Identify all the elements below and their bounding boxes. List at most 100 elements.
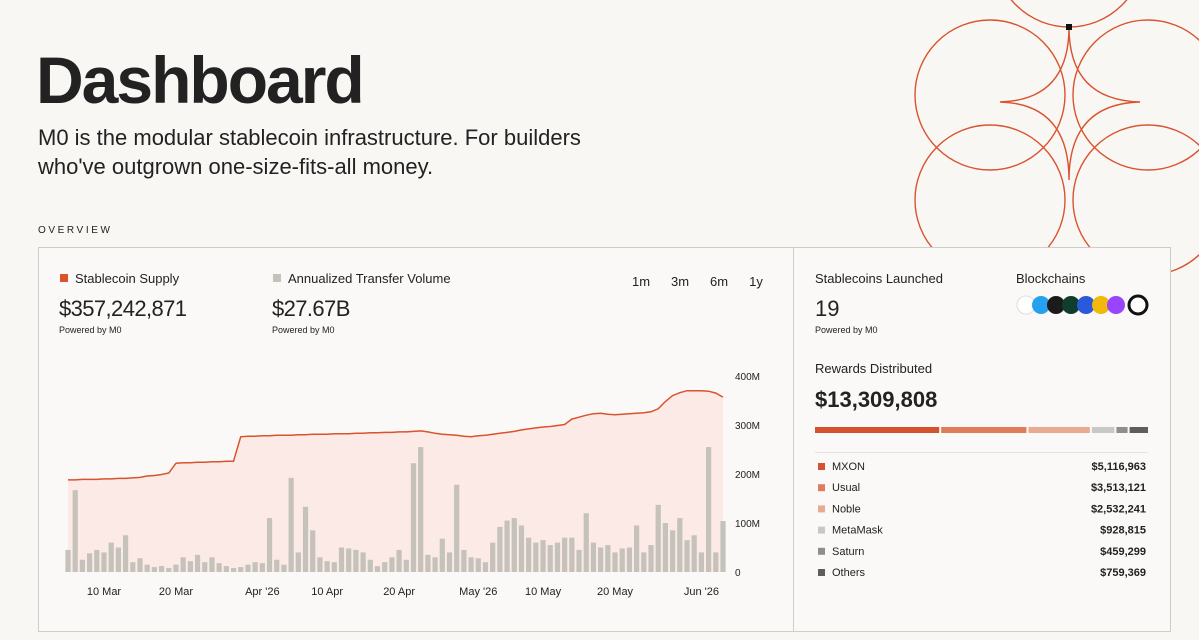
- section-label: OVERVIEW: [38, 225, 113, 236]
- volume-bar: [518, 525, 525, 572]
- legend-swatch: [273, 274, 281, 282]
- reward-swatch: [818, 463, 825, 470]
- volume-bar: [173, 564, 179, 572]
- range-button[interactable]: 3m: [671, 274, 689, 289]
- volume-bar: [194, 554, 201, 572]
- volume-bar: [468, 557, 474, 572]
- volume-bar: [670, 530, 676, 572]
- volume-bar: [166, 568, 172, 572]
- volume-bar: [403, 559, 409, 572]
- volume-bar: [410, 463, 417, 572]
- supply-line: [68, 389, 724, 481]
- volume-bar: [216, 563, 222, 572]
- volume-bar: [526, 537, 532, 572]
- volume-bar: [108, 542, 114, 572]
- chain-icon: [1127, 294, 1149, 316]
- reward-segment: [1091, 427, 1115, 433]
- volume-bar: [619, 548, 625, 572]
- chain-icon: [1107, 296, 1125, 314]
- volume-bar: [677, 518, 683, 572]
- volume-bar: [137, 558, 143, 572]
- volume-bar: [331, 562, 337, 572]
- reward-value: $2,532,241: [1091, 503, 1146, 515]
- x-tick-label: 10 Mar: [87, 586, 122, 598]
- reward-value: $928,815: [1100, 525, 1146, 537]
- volume-bar: [87, 553, 93, 572]
- reward-segment: [815, 427, 940, 433]
- reward-label: MXON: [832, 461, 865, 473]
- reward-label: MetaMask: [832, 525, 883, 537]
- volume-bar: [259, 563, 265, 572]
- area-fill: [68, 390, 723, 572]
- y-tick-label: 100M: [735, 519, 760, 530]
- range-button[interactable]: 1y: [749, 274, 763, 289]
- volume-bar: [418, 447, 424, 572]
- volume-bar: [94, 549, 100, 572]
- volume-bar: [389, 557, 395, 572]
- volume-bar: [425, 554, 431, 572]
- volume-bar: [511, 518, 517, 572]
- volume-bar: [180, 557, 186, 572]
- volume-bar: [720, 521, 726, 572]
- deco-handle: [1066, 24, 1072, 30]
- volume-bar: [475, 558, 481, 572]
- y-tick-label: 300M: [735, 421, 760, 432]
- range-button[interactable]: 6m: [710, 274, 728, 289]
- volume-bar: [698, 552, 704, 572]
- volume-bar: [324, 561, 330, 572]
- x-tick-label: 20 May: [597, 586, 634, 598]
- chain-icon: [1047, 296, 1065, 314]
- reward-value: $459,299: [1100, 546, 1146, 558]
- volume-bar: [446, 552, 453, 572]
- volume-bar: [238, 567, 244, 572]
- deco-arc: [914, 19, 1066, 171]
- reward-swatch: [818, 484, 825, 492]
- reward-label: Noble: [832, 503, 861, 515]
- volume-bar: [684, 540, 690, 572]
- metric-note: Powered by M0: [272, 325, 335, 335]
- volume-bar: [72, 490, 78, 572]
- reward-swatch: [818, 505, 825, 513]
- volume-bar: [202, 562, 208, 572]
- volume-bar: [497, 526, 503, 572]
- volume-bar: [367, 559, 373, 572]
- reward-value: $5,116,963: [1092, 461, 1146, 473]
- volume-bar: [598, 547, 604, 572]
- volume-bar: [648, 545, 654, 572]
- chain-icon: [1092, 296, 1110, 314]
- volume-bar: [691, 535, 697, 572]
- reward-value: $3,513,121: [1091, 482, 1146, 494]
- volume-bar: [130, 562, 136, 572]
- metric-note: Powered by M0: [59, 325, 122, 335]
- volume-bar: [540, 540, 546, 572]
- volume-bar: [252, 562, 258, 572]
- reward-swatch: [818, 526, 825, 534]
- volume-bar: [310, 530, 316, 572]
- range-button[interactable]: 1m: [632, 274, 650, 289]
- subtitle: who've outgrown one-size-fits-all money.: [37, 154, 433, 179]
- volume-bar: [482, 562, 489, 572]
- x-tick-label: 20 Mar: [159, 586, 194, 598]
- x-tick-label: 10 Apr: [311, 586, 343, 598]
- volume-bar: [158, 566, 165, 572]
- volume-bar: [454, 484, 460, 572]
- volume-bar: [432, 557, 438, 572]
- volume-bar: [382, 562, 388, 572]
- volume-bar: [641, 552, 647, 572]
- volume-bar: [223, 566, 229, 572]
- chain-icon: [1032, 296, 1050, 314]
- volume-bar: [360, 552, 366, 572]
- volume-bar: [151, 567, 157, 572]
- volume-bar: [353, 549, 359, 572]
- legend-swatch: [60, 274, 68, 282]
- volume-bar: [295, 552, 301, 572]
- volume-bar: [655, 504, 661, 572]
- volume-bar: [533, 542, 539, 572]
- volume-bar: [209, 557, 215, 572]
- reward-segment: [1129, 427, 1148, 433]
- subtitle: M0 is the modular stablecoin infrastruct…: [38, 125, 581, 150]
- x-tick-label: 10 May: [525, 586, 562, 598]
- volume-bar: [547, 545, 553, 572]
- volume-bar: [706, 447, 712, 572]
